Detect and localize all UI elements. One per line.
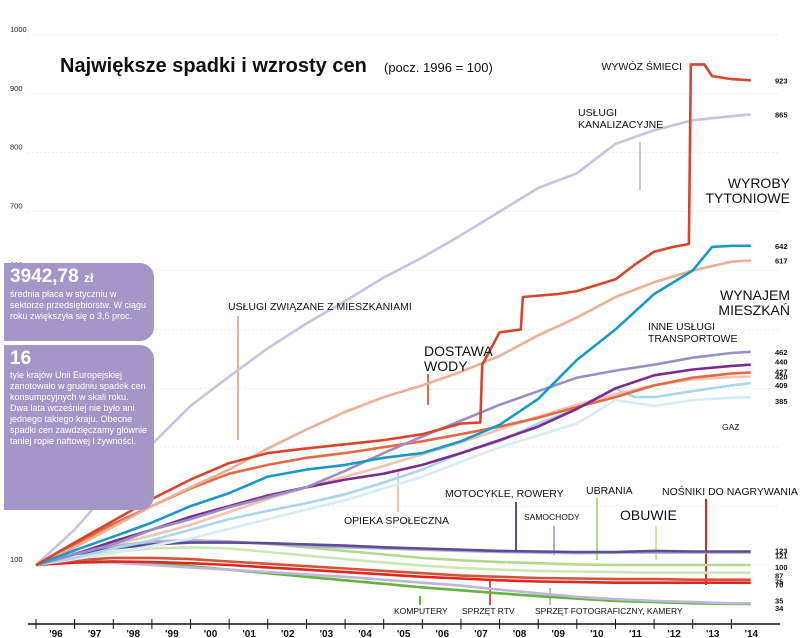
x-tick-'11: '11 xyxy=(629,629,642,638)
series-label-woda: DOSTAWA xyxy=(424,343,493,359)
series-line-kanalizacja xyxy=(35,113,751,566)
x-tick-'96: '96 xyxy=(49,629,63,638)
y-tick-100: 100 xyxy=(10,555,23,564)
stat-eu-text: tyle krajów Unii Europejskiej zanotowało… xyxy=(10,370,148,446)
series-label-kanalizacja: KANALIZACYJNE xyxy=(578,119,663,131)
end-value-ubrania: 100 xyxy=(775,563,788,572)
end-value-tyton: 642 xyxy=(775,242,788,251)
x-tick-'98: '98 xyxy=(127,629,141,638)
series-label-mieszkaniowe: USŁUGI ZWIĄZANE Z MIESZKANIAMI xyxy=(228,301,412,313)
x-tick-'06: '06 xyxy=(436,629,450,638)
x-tick-'08: '08 xyxy=(513,629,527,638)
end-value-gaz2: 385 xyxy=(775,397,788,406)
series-label-ubrania: UBRANIA xyxy=(586,485,633,497)
x-tick-'07: '07 xyxy=(474,629,488,638)
series-line-foto xyxy=(35,561,751,605)
end-value-moto: 123 xyxy=(775,546,788,555)
end-value-woda: 427 xyxy=(775,367,788,376)
chart-title: Największe spadki i wzrosty cen xyxy=(60,55,367,77)
series-label-opieka: OPIEKA SPOŁECZNA xyxy=(344,515,449,527)
series-line-smieci xyxy=(35,63,751,567)
x-tick-'12: '12 xyxy=(667,629,681,638)
end-value-rtv: 75 xyxy=(775,578,783,587)
end-value-komputery: 34 xyxy=(775,604,784,613)
end-value-samochody: 121 xyxy=(775,552,788,561)
stat-salary-value: 3942,78 zł xyxy=(10,266,94,287)
series-label-transport: INNE USŁUGI xyxy=(648,321,715,333)
x-axis: '96 '97 '98 '99 '00 '01 '02 '03 '04 '05 '06 '07 '08 '… xyxy=(28,619,780,638)
series-label-kanalizacja: USŁUGI xyxy=(578,107,617,119)
series-line-rtv xyxy=(35,556,751,581)
x-tick-'03: '03 xyxy=(320,629,334,638)
x-tick-'05: '05 xyxy=(397,629,411,638)
x-tick-'99: '99 xyxy=(165,629,179,638)
series-line-gaz xyxy=(35,381,751,567)
series-label-rtv: SPRZĘT RTV xyxy=(462,606,515,616)
y-tick-900: 900 xyxy=(10,84,23,93)
y-tick-800: 800 xyxy=(10,143,23,152)
end-value-smieci: 923 xyxy=(775,76,788,85)
y-tick-1000: 1000 xyxy=(10,25,27,34)
series-label-woda: WODY xyxy=(424,358,468,374)
series-label-samochody: SAMOCHODY xyxy=(524,512,580,522)
series-label-najem: WYNAJEM xyxy=(720,287,790,303)
stat-box-salary: 3942,78 zł średnia płaca w styczniu w se… xyxy=(4,263,154,341)
x-tick-'01: '01 xyxy=(242,629,256,638)
end-value-foto: 35 xyxy=(775,596,783,605)
y-tick-700: 700 xyxy=(10,202,23,211)
x-tick-'00: '00 xyxy=(204,629,218,638)
series-line-nosniki xyxy=(35,560,751,584)
end-value-nosniki: 70 xyxy=(775,581,783,590)
stat-salary-text: średnia płaca w styczniu w sektorze prze… xyxy=(10,289,147,321)
x-tick-'04: '04 xyxy=(358,629,372,638)
end-value-najem: 462 xyxy=(775,348,788,357)
end-value-kanalizacja: 865 xyxy=(775,110,788,119)
series-line-tyton xyxy=(35,244,751,567)
end-value-mieszkaniowe: 617 xyxy=(775,256,788,265)
series-label-transport: TRANSPORTOWE xyxy=(648,333,737,345)
series-label-gaz: GAZ xyxy=(722,422,739,432)
series-line-obuwie xyxy=(35,546,751,574)
x-tick-'14: '14 xyxy=(745,629,759,638)
x-tick-'09: '09 xyxy=(551,629,565,638)
series-lines xyxy=(35,63,751,606)
end-value-obuwie: 87 xyxy=(775,572,783,581)
series-label-tyton: WYROBY xyxy=(728,175,791,191)
stat-box-eu: 16 tyle krajów Unii Europejskiej zanotow… xyxy=(4,345,154,510)
series-label-obuwie: OBUWIE xyxy=(620,507,677,523)
series-label-nosniki: NOŚNIKI DO NAGRYWANIA xyxy=(662,485,798,498)
series-label-foto: SPRZĘT FOTOGRAFICZNY, KAMERY xyxy=(535,606,683,616)
end-value-transport: 440 xyxy=(775,358,788,367)
x-tick-'13: '13 xyxy=(706,629,720,638)
x-tick-'10: '10 xyxy=(590,629,604,638)
stat-eu-value: 16 xyxy=(10,348,32,369)
series-label-najem: MIESZKAŃ xyxy=(718,302,790,318)
series-label-moto: MOTOCYKLE, ROWERY xyxy=(445,488,564,500)
series-label-tyton: TYTONIOWE xyxy=(705,190,790,206)
series-line-gaz2 xyxy=(35,395,751,567)
end-value-opieka: 420 xyxy=(775,373,788,382)
series-line-mieszkaniowe xyxy=(35,259,751,567)
x-tick-'02: '02 xyxy=(281,629,295,638)
chart-subtitle: (pocz. 1996 = 100) xyxy=(384,60,493,75)
series-label-smieci: WYWÓZ ŚMIECI xyxy=(602,60,683,73)
series-line-najem xyxy=(35,350,751,567)
x-tick-'97: '97 xyxy=(88,629,102,638)
series-label-komputery: KOMPUTERY xyxy=(394,606,448,616)
end-value-gaz: 409 xyxy=(775,381,788,390)
